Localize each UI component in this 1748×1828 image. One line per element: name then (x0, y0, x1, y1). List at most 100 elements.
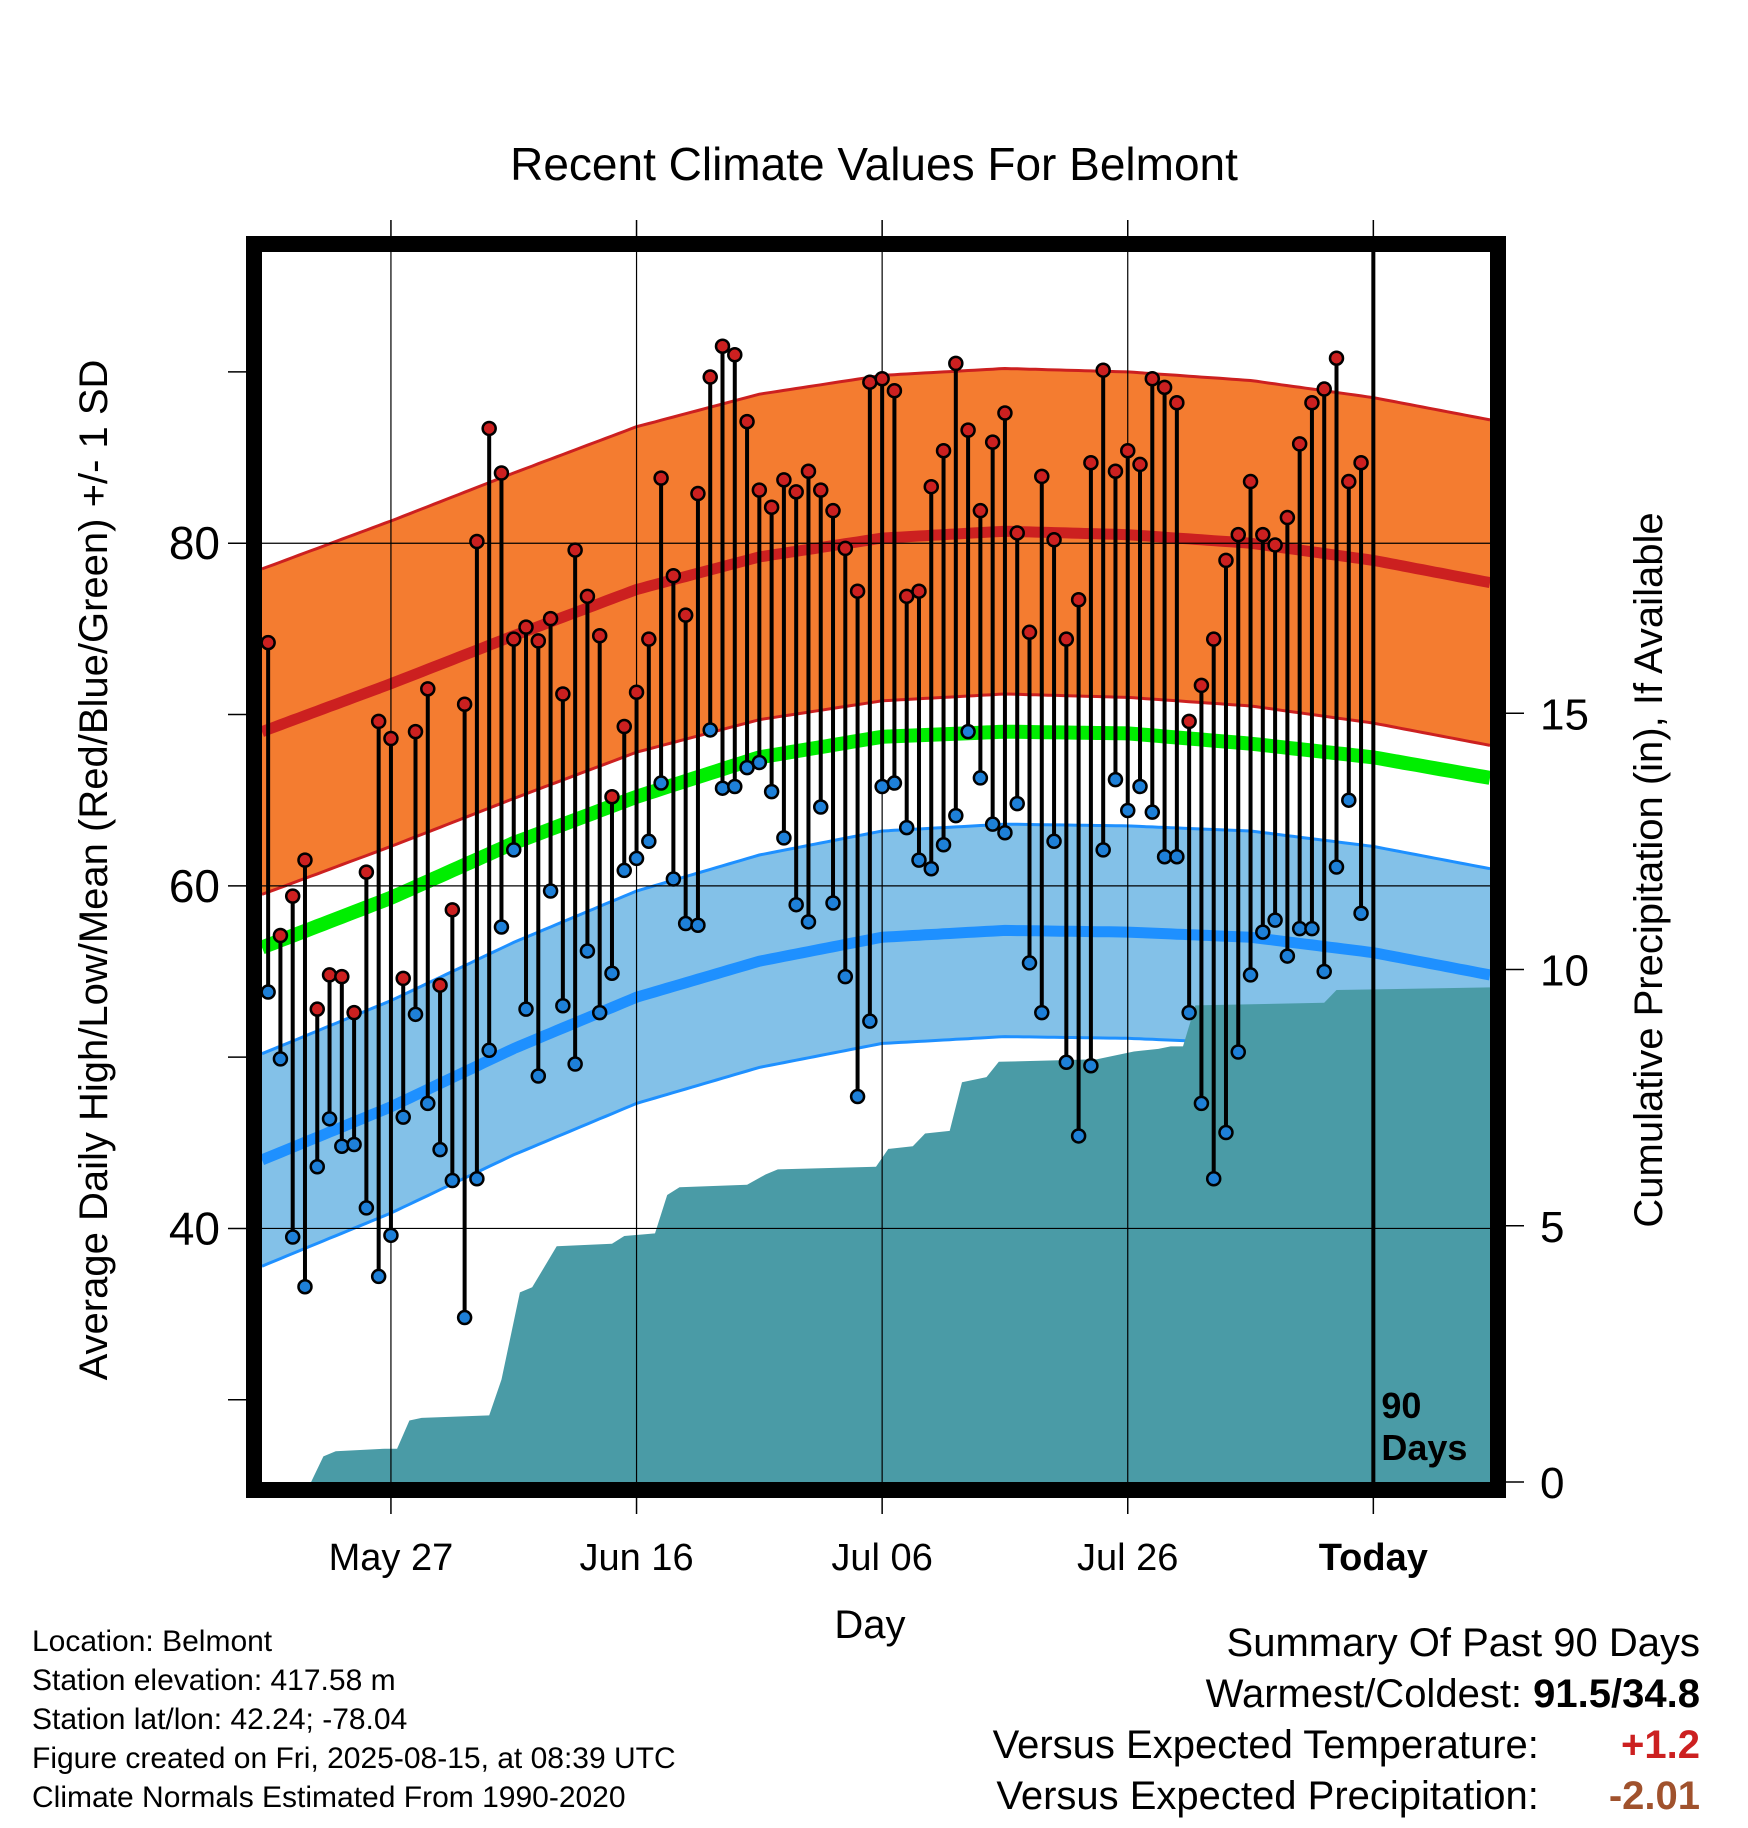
daily-high-point (1070, 592, 1087, 608)
daily-high-point (665, 568, 682, 584)
daily-high-point (1181, 713, 1197, 730)
daily-low-point (334, 1138, 350, 1154)
daily-low-point (1046, 833, 1062, 850)
daily-high-point (1058, 631, 1075, 647)
location-text: Location: Belmont (32, 1625, 273, 1658)
daily-high-point (984, 434, 1001, 450)
daily-low-point (1083, 1057, 1099, 1074)
daily-high-point (825, 502, 841, 519)
daily-high-point (1328, 350, 1345, 366)
daily-high-point (751, 482, 768, 498)
today-marker-label: Days (1381, 1427, 1467, 1468)
normal-low-line (259, 924, 1491, 1165)
temperature-anomaly-row: Versus Expected Temperature: +1.2 (993, 1720, 1700, 1771)
daily-high-point (739, 413, 755, 430)
daily-low-point (272, 1051, 289, 1067)
daily-high-point (370, 713, 387, 730)
daily-low-point (727, 778, 743, 795)
daily-high-point (309, 1001, 326, 1017)
daily-high-point (1156, 379, 1173, 396)
daily-high-point (591, 627, 608, 644)
precipitation-anomaly-label: Versus Expected Precipitation: (996, 1774, 1539, 1818)
daily-high-point (972, 502, 989, 519)
daily-high-point (567, 542, 583, 558)
daily-low-point (898, 819, 915, 836)
daily-high-point (653, 470, 669, 486)
daily-low-point (358, 1200, 375, 1216)
daily-high-point (1095, 362, 1111, 378)
cumulative-precip-area (262, 987, 1490, 1482)
daily-low-point (677, 915, 694, 932)
daily-low-point (776, 830, 792, 846)
normals-text: Climate Normals Estimated From 1990-2020 (32, 1781, 626, 1814)
daily-high-point (407, 723, 424, 740)
daily-high-point (1107, 463, 1124, 480)
daily-low-point (690, 917, 706, 933)
daily-low-point (505, 842, 522, 858)
daily-low-point (616, 862, 633, 879)
daily-high-point (1205, 631, 1222, 647)
elevation-text: Station elevation: 417.58 m (32, 1664, 396, 1697)
high-sd-lower-line (261, 692, 1491, 896)
daily-low-point (984, 816, 1001, 832)
daily-low-point (383, 1227, 399, 1244)
y2-axis-label: Cumulative Precipitation (in), If Availa… (1627, 512, 1671, 1227)
daily-low-point (567, 1056, 583, 1072)
daily-high-point (456, 696, 473, 713)
daily-low-point (972, 770, 989, 786)
y2-tick-label: 5 (1540, 1203, 1564, 1252)
x-tick-label: Jun 16 (579, 1537, 693, 1579)
plot-frame (246, 236, 1506, 1498)
daily-low-point (1242, 967, 1259, 983)
daily-high-point (420, 681, 436, 697)
daily-low-point (309, 1159, 326, 1175)
daily-low-point (1316, 963, 1332, 980)
daily-low-point (886, 775, 903, 791)
created-text: Figure created on Fri, 2025-08-15, at 08… (32, 1742, 676, 1775)
daily-low-point (812, 799, 829, 815)
daily-low-point (1021, 955, 1038, 971)
daily-high-point (702, 369, 718, 385)
daily-low-point (997, 824, 1013, 841)
daily-high-point (284, 888, 301, 904)
daily-high-point (1255, 526, 1271, 543)
daily-high-point (886, 383, 903, 399)
daily-low-point (591, 1004, 608, 1021)
daily-high-point (1242, 473, 1259, 490)
daily-low-point (714, 780, 731, 796)
daily-high-point (763, 499, 780, 516)
daily-low-point (948, 807, 964, 824)
daily-high-point (1218, 552, 1234, 569)
daily-low-point (628, 850, 645, 867)
daily-low-point (1328, 859, 1345, 875)
daily-high-point (481, 420, 497, 437)
daily-high-point (1230, 526, 1247, 543)
daily-low-point (862, 1013, 878, 1029)
today-marker-label: 90 (1381, 1385, 1421, 1426)
daily-high-point (1304, 395, 1320, 411)
daily-high-point (641, 631, 657, 647)
daily-high-point (604, 789, 620, 805)
daily-low-point (849, 1088, 866, 1105)
x-tick-label: Today (1319, 1537, 1428, 1579)
daily-high-point (321, 967, 338, 983)
daily-high-point (272, 927, 289, 944)
daily-low-point (739, 759, 755, 776)
daily-high-point (505, 631, 522, 647)
daily-high-point (997, 405, 1013, 421)
daily-low-point (1009, 795, 1025, 812)
daily-high-point (1144, 371, 1161, 387)
precipitation-anomaly-row: Versus Expected Precipitation: -2.01 (993, 1771, 1700, 1822)
daily-high-point (874, 371, 890, 387)
daily-high-point (923, 478, 940, 495)
daily-high-point (542, 610, 559, 627)
daily-low-point (1095, 842, 1111, 858)
daily-high-point (358, 864, 375, 880)
daily-high-point (1316, 381, 1332, 397)
daily-low-point (1205, 1171, 1222, 1187)
daily-low-point (702, 722, 718, 738)
y-tick-label: 80 (169, 517, 220, 569)
daily-low-point (665, 871, 682, 887)
latlon-text: Station lat/lon: 42.24; -78.04 (32, 1703, 408, 1736)
